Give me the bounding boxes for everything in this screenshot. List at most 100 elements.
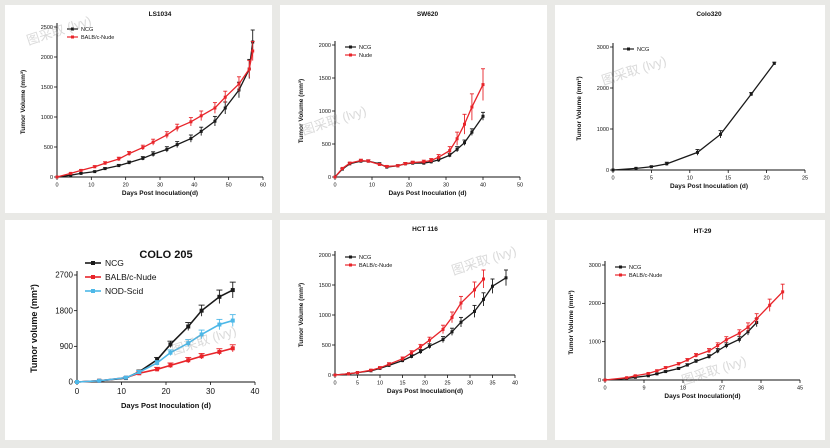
x-tick-label: 30 bbox=[157, 183, 163, 189]
data-point bbox=[155, 357, 160, 362]
data-point bbox=[230, 318, 235, 323]
y-tick-label: 2000 bbox=[589, 301, 601, 307]
data-point bbox=[189, 120, 193, 124]
legend-label: BALB/c-Nude bbox=[629, 273, 662, 279]
x-tick-label: 10 bbox=[369, 183, 375, 189]
x-tick-label: 35 bbox=[489, 381, 495, 387]
x-tick-label: 20 bbox=[406, 183, 412, 189]
legend-item: BALB/c-Nude bbox=[345, 263, 392, 269]
series-line bbox=[76, 319, 233, 383]
data-point bbox=[155, 367, 160, 372]
data-point bbox=[168, 342, 173, 347]
data-point bbox=[781, 290, 785, 294]
chart-title: LS1034 bbox=[149, 11, 172, 18]
data-point bbox=[437, 155, 441, 159]
x-tick-label: 36 bbox=[758, 386, 764, 392]
data-point bbox=[481, 83, 485, 87]
data-point bbox=[217, 322, 222, 327]
legend-label: BALB/c-Nude bbox=[105, 272, 157, 282]
series-line bbox=[612, 63, 775, 171]
chart-ht29: HT-29 0 9 18 27 36 45 0 1000 2000 3000 Days Post In… bbox=[568, 228, 803, 400]
data-point bbox=[755, 317, 759, 321]
data-point bbox=[175, 126, 179, 130]
series-line bbox=[56, 50, 254, 178]
data-point bbox=[79, 171, 83, 175]
data-point bbox=[199, 129, 203, 133]
data-point bbox=[685, 363, 689, 367]
data-point bbox=[625, 376, 629, 380]
legend-marker bbox=[349, 255, 352, 259]
chart-hct116: HCT 116 0 5 10 15 20 25 30 35 40 0 500 1000 1500 2000 D… bbox=[298, 226, 518, 395]
data-point bbox=[230, 288, 235, 293]
legend-label: NCG bbox=[637, 47, 649, 53]
data-point bbox=[141, 146, 145, 150]
y-tick-label: 1500 bbox=[41, 85, 53, 91]
y-tick-label: 1500 bbox=[319, 283, 331, 289]
x-tick-label: 30 bbox=[443, 183, 449, 189]
y-tick-label: 2000 bbox=[319, 43, 331, 49]
x-tick-label: 10 bbox=[687, 176, 693, 182]
series-line bbox=[604, 291, 784, 381]
x-tick-label: 0 bbox=[611, 176, 614, 182]
x-axis-label: Days Post Inoculation(d) bbox=[387, 388, 463, 395]
x-tick-label: 10 bbox=[377, 381, 383, 387]
x-tick-label: 40 bbox=[251, 387, 260, 396]
data-point bbox=[707, 349, 711, 353]
data-point bbox=[69, 171, 73, 175]
y-axis-label: Tumor Volume (mm³) bbox=[298, 79, 305, 143]
data-point bbox=[419, 345, 422, 349]
data-point bbox=[677, 367, 681, 370]
y-tick-label: 1000 bbox=[41, 115, 53, 121]
y-tick-label: 0 bbox=[328, 373, 331, 379]
data-point bbox=[450, 330, 454, 334]
data-point bbox=[55, 175, 59, 179]
data-point bbox=[199, 308, 204, 313]
y-tick-label: 1800 bbox=[55, 306, 73, 315]
x-tick-label: 20 bbox=[764, 176, 770, 182]
y-tick-label: 0 bbox=[69, 378, 74, 387]
data-point bbox=[410, 354, 413, 358]
series-ncg bbox=[603, 317, 759, 382]
chart-title: Colo320 bbox=[696, 11, 722, 18]
y-tick-label: 500 bbox=[322, 343, 331, 349]
legend-marker bbox=[91, 289, 95, 293]
y-axis-label: Tumor Volume (mm³) bbox=[298, 283, 305, 347]
series-ncg bbox=[333, 111, 485, 179]
data-point bbox=[634, 166, 638, 170]
legend-marker bbox=[71, 27, 74, 31]
data-point bbox=[103, 161, 107, 165]
data-point bbox=[746, 330, 750, 334]
x-tick-label: 40 bbox=[512, 381, 518, 387]
x-tick-label: 0 bbox=[75, 387, 80, 396]
legend-item: NCG bbox=[345, 45, 371, 51]
chart-title: HCT 116 bbox=[412, 226, 438, 233]
x-tick-label: 20 bbox=[123, 183, 129, 189]
data-point bbox=[655, 372, 659, 376]
series-line bbox=[604, 322, 758, 381]
data-point bbox=[441, 327, 445, 331]
data-point bbox=[93, 170, 97, 174]
legend-marker bbox=[91, 261, 95, 265]
x-tick-label: 50 bbox=[226, 183, 232, 189]
legend-label: NCG bbox=[359, 45, 371, 51]
data-point bbox=[199, 332, 204, 337]
data-point bbox=[677, 362, 681, 366]
data-point bbox=[455, 137, 459, 141]
data-point bbox=[633, 374, 637, 378]
x-tick-label: 5 bbox=[650, 176, 653, 182]
x-tick-label: 50 bbox=[517, 183, 523, 189]
data-point bbox=[603, 378, 607, 382]
legend-item: NCG bbox=[345, 255, 371, 261]
series-ncg bbox=[333, 269, 508, 377]
series-balb-c-nude bbox=[603, 283, 785, 382]
data-point bbox=[694, 359, 698, 363]
data-point bbox=[737, 331, 741, 335]
data-point bbox=[749, 92, 753, 96]
x-axis-label: Days Post Inoculation (d) bbox=[670, 183, 748, 190]
legend-label: BALB/c-Nude bbox=[359, 263, 392, 269]
series-line bbox=[334, 277, 507, 376]
series-nude bbox=[333, 68, 485, 179]
data-point bbox=[347, 372, 350, 376]
data-point bbox=[470, 105, 474, 109]
